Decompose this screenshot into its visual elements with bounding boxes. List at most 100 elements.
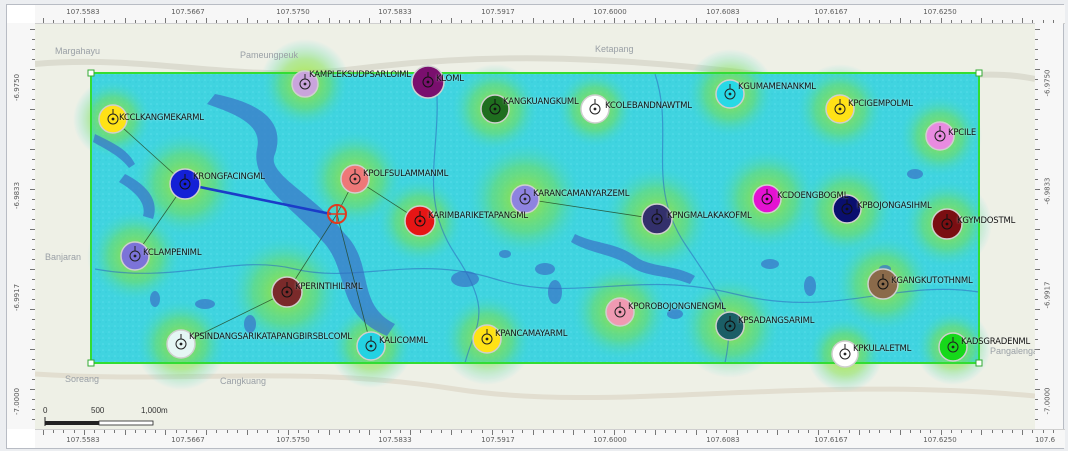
station-marker[interactable] [291, 70, 319, 98]
y-tick-label: -6.9750 [13, 73, 21, 101]
x-tick-label: 107.5833 [378, 436, 412, 444]
station-marker[interactable] [271, 276, 303, 308]
y-tick-label: -6.9917 [1043, 281, 1052, 309]
station-marker[interactable] [480, 94, 510, 124]
ruler-tick [716, 20, 718, 23]
ruler-tick [32, 219, 35, 220]
ruler-tick [236, 20, 238, 23]
station-label: KPBOJONGASIHML [857, 201, 932, 211]
ruler-tick [971, 20, 973, 23]
ruler-tick [808, 20, 809, 23]
ruler-tick [308, 20, 310, 23]
station-marker[interactable] [938, 332, 968, 362]
x-tick-label: 107.5917 [481, 8, 515, 16]
ruler-tick [940, 18, 942, 23]
corner-handle[interactable] [87, 69, 95, 77]
station-marker[interactable] [752, 184, 782, 214]
station-label: KANGKUANGKUML [503, 97, 579, 107]
ruler-tick [1035, 359, 1038, 360]
ruler-tick [573, 18, 575, 23]
station-marker[interactable] [510, 184, 540, 214]
ruler-tick [757, 20, 758, 23]
station-marker[interactable] [98, 104, 128, 134]
station-center-icon [843, 352, 847, 356]
ruler-tick [553, 20, 554, 23]
y-tick-label: -6.9833 [1043, 177, 1052, 205]
x-tick-label: 107.6167 [814, 436, 848, 444]
station-marker[interactable] [831, 340, 859, 368]
ruler-tick [675, 20, 677, 23]
ruler-tick [1035, 149, 1040, 150]
ruler-tick [604, 430, 605, 433]
corner-handle[interactable] [975, 359, 983, 367]
ruler-tick [818, 18, 820, 23]
ruler-tick [553, 430, 554, 433]
ruler-tick [532, 18, 534, 23]
station-marker[interactable] [340, 164, 370, 194]
ruler-tick [1035, 269, 1040, 270]
ruler-tick [1035, 419, 1038, 420]
station-marker[interactable] [169, 168, 201, 200]
ruler-tick [206, 430, 208, 435]
station-marker[interactable] [356, 331, 386, 361]
station-marker[interactable] [404, 205, 436, 237]
ruler-tick [920, 20, 922, 23]
ruler-tick [767, 20, 769, 23]
station-center-icon [655, 217, 659, 221]
ruler-tick [32, 329, 35, 330]
station-marker[interactable] [825, 94, 855, 124]
ruler-tick [389, 20, 391, 23]
station-marker[interactable] [580, 94, 610, 124]
station-marker[interactable] [411, 65, 445, 99]
scale-label: 500 [91, 406, 105, 415]
corner-handle[interactable] [87, 359, 95, 367]
ruler-tick [32, 259, 35, 260]
place-label: Banjaran [45, 252, 82, 262]
station-marker[interactable] [166, 329, 196, 359]
station-marker[interactable] [715, 311, 745, 341]
ruler-tick [379, 430, 381, 433]
station-marker[interactable] [925, 121, 955, 151]
ruler-tick [328, 18, 330, 23]
ruler-tick [318, 20, 320, 23]
station-marker[interactable] [715, 79, 745, 109]
station-marker[interactable] [641, 203, 673, 235]
ruler-tick [30, 389, 35, 390]
ruler-tick [124, 18, 126, 23]
station-marker[interactable] [605, 297, 635, 327]
station-marker[interactable] [120, 241, 150, 271]
ruler-tick [1035, 299, 1038, 300]
ruler-tick [32, 409, 35, 410]
x-tick-label: 107.5833 [378, 8, 412, 16]
map-frame: 107.5583 107.5667 107.5750 107.5833 107.… [6, 4, 1065, 449]
station-marker[interactable] [931, 208, 963, 240]
latitude-ruler-right: -6.9750 -6.9833 -6.9917 -7.0000 [1034, 23, 1063, 429]
ruler-tick [32, 119, 35, 120]
ruler-tick [726, 20, 728, 23]
place-label: Pameungpeuk [240, 50, 299, 60]
ruler-tick [491, 18, 493, 23]
ruler-tick [277, 20, 279, 23]
ruler-tick [1035, 69, 1040, 70]
ruler-tick [379, 20, 381, 23]
ruler-tick [471, 20, 473, 23]
ruler-tick [1035, 169, 1038, 170]
ruler-tick [1035, 319, 1038, 320]
station-marker[interactable] [867, 268, 899, 300]
station-label: KCDOENGBOGML [777, 191, 849, 201]
place-label: Pangalengan [990, 346, 1035, 356]
ruler-tick [30, 189, 35, 190]
ruler-tick [114, 20, 116, 23]
ruler-tick [767, 430, 769, 433]
map-canvas[interactable]: Margahayu Pameungpeuk Ketapang Banjaran … [35, 24, 1035, 429]
corner-handle[interactable] [975, 69, 983, 77]
ruler-tick [175, 20, 177, 23]
boundary-corner-handles[interactable] [87, 69, 983, 367]
target-crosshair-icon[interactable] [327, 204, 347, 224]
ruler-tick [257, 430, 259, 433]
station-label: KCOLEBANDNAWTML [605, 101, 692, 111]
ruler-tick [481, 430, 483, 433]
station-marker[interactable] [832, 194, 862, 224]
station-marker[interactable] [472, 324, 502, 354]
ruler-tick [32, 199, 35, 200]
